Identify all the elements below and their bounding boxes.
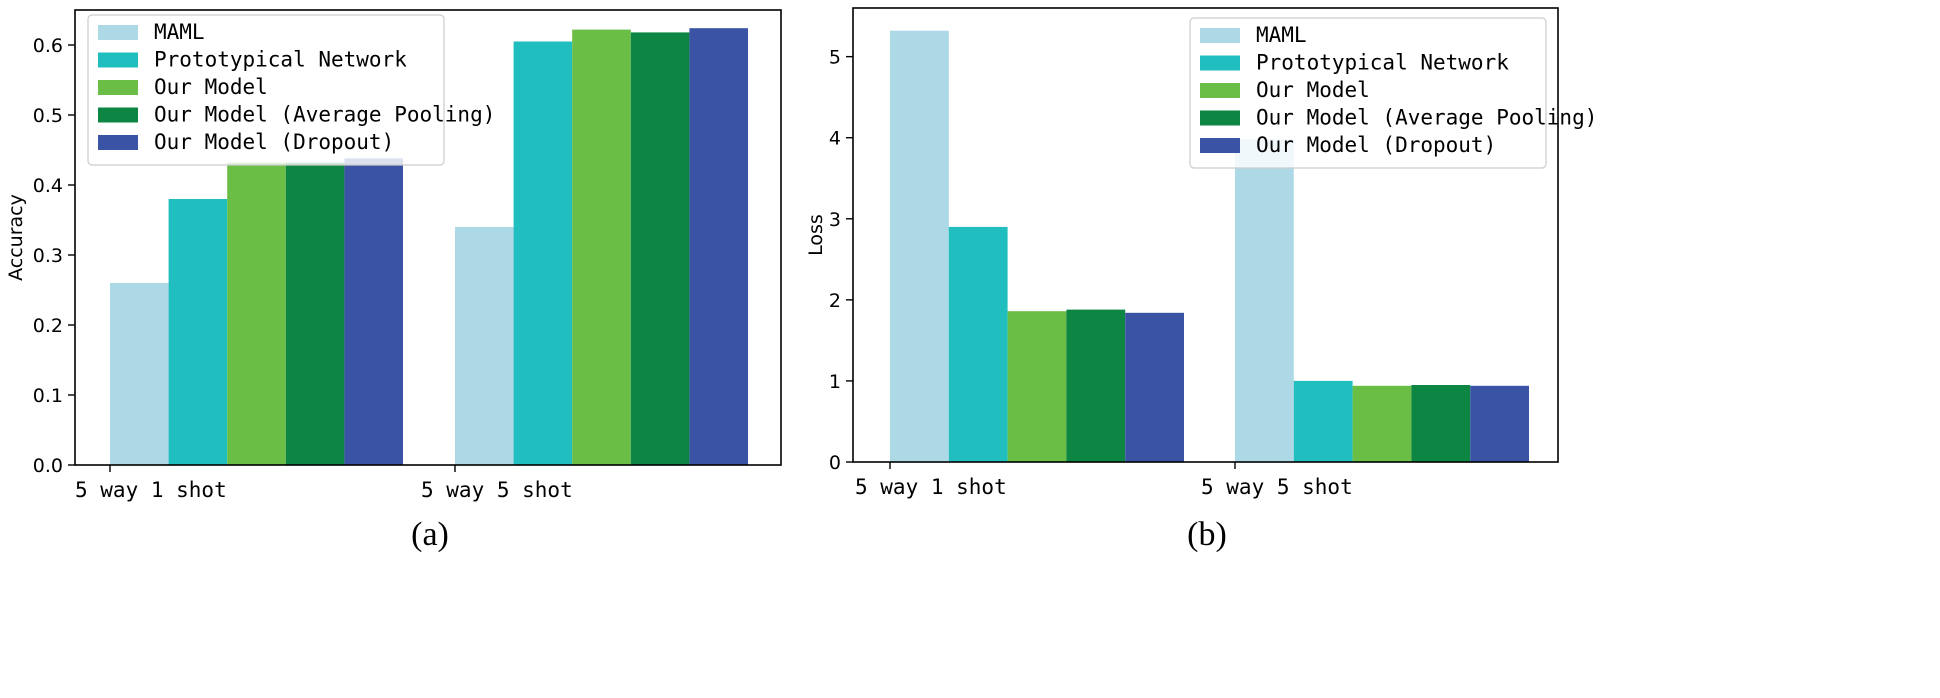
bars xyxy=(890,30,1529,463)
x-tick-label: 5 way 1 shot xyxy=(75,478,227,502)
legend-swatch xyxy=(1200,110,1240,126)
bar xyxy=(689,28,748,465)
bar xyxy=(1293,380,1353,462)
legend-swatch xyxy=(1200,138,1240,153)
legend-label: Our Model xyxy=(1256,78,1370,102)
y-axis-title: Accuracy xyxy=(5,194,27,281)
y-tick-label: 0.2 xyxy=(33,315,63,337)
chart-caption: (a) xyxy=(411,516,449,553)
bar xyxy=(344,158,403,465)
legend-label: Our Model (Average Pooling) xyxy=(1256,106,1597,130)
legend-swatch xyxy=(1200,55,1240,71)
legend: MAML Prototypical Network Our Model Our Mod… xyxy=(1189,17,1597,169)
legend-swatch xyxy=(1200,83,1240,98)
x-tick-label: 5 way 5 shot xyxy=(1201,475,1353,499)
legend-swatch xyxy=(98,25,138,40)
legend: MAML Prototypical Network Our Model Our Mod… xyxy=(87,14,495,166)
y-tick-label: 0.6 xyxy=(33,35,63,57)
plot-frame xyxy=(74,9,782,466)
x-axis: 5 way 1 shot 5 way 5 shot xyxy=(75,465,573,502)
y-tick-label: 4 xyxy=(829,128,841,150)
bar xyxy=(285,162,345,465)
legend-label: Our Model (Average Pooling) xyxy=(154,103,495,127)
legend-swatch xyxy=(98,80,138,95)
y-tick-label: 1 xyxy=(829,371,841,393)
x-tick-label: 5 way 5 shot xyxy=(421,478,573,502)
bar xyxy=(455,227,514,465)
legend-label: Our Model (Dropout) xyxy=(154,130,394,154)
legend-label: MAML xyxy=(1256,23,1307,47)
chart-caption: (b) xyxy=(1187,516,1227,553)
y-tick-label: 0.1 xyxy=(33,385,63,407)
bars xyxy=(110,28,748,466)
x-tick-label: 5 way 1 shot xyxy=(855,475,1007,499)
legend-swatch xyxy=(98,135,138,150)
legend-box xyxy=(87,14,445,166)
bar xyxy=(948,226,1008,462)
bar xyxy=(1235,139,1294,463)
y-tick-label: 0.0 xyxy=(33,455,63,477)
y-tick-label: 2 xyxy=(829,290,841,312)
legend-swatch xyxy=(98,52,138,68)
y-tick-label: 0.3 xyxy=(33,245,63,267)
bar xyxy=(572,29,631,465)
legend-box xyxy=(1189,17,1547,169)
y-tick-label: 0.5 xyxy=(33,105,63,127)
chart-loss: 0 1 2 3 4 5 5 way 1 shot 5 way 5 shot Loss MAML Pr… xyxy=(805,7,1597,553)
chart-accuracy: 0.0 0.1 0.2 0.3 0.4 0.5 0.6 5 way 1 shot 5 way 5… xyxy=(5,9,782,553)
legend-label: MAML xyxy=(154,20,205,44)
bar xyxy=(890,30,949,462)
x-axis: 5 way 1 shot 5 way 5 shot xyxy=(855,462,1353,499)
legend-label: Our Model (Dropout) xyxy=(1256,133,1496,157)
y-tick-label: 0.4 xyxy=(33,175,63,197)
bar xyxy=(513,41,573,465)
y-tick-label: 5 xyxy=(829,47,841,69)
bar xyxy=(1352,385,1412,462)
bar xyxy=(1125,312,1184,462)
bar xyxy=(630,32,690,466)
y-tick-label: 0 xyxy=(829,452,841,474)
y-axis-title: Loss xyxy=(805,214,827,256)
legend-label: Prototypical Network xyxy=(1256,51,1509,75)
bar xyxy=(1470,385,1529,462)
y-axis: 0.0 0.1 0.2 0.3 0.4 0.5 0.6 xyxy=(33,35,75,477)
y-tick-label: 3 xyxy=(829,209,841,231)
legend-label: Prototypical Network xyxy=(154,48,407,72)
bar xyxy=(227,162,286,465)
bar xyxy=(1007,311,1067,462)
legend-swatch xyxy=(1200,28,1240,43)
bar xyxy=(1411,385,1471,462)
bar xyxy=(1066,309,1126,462)
bar xyxy=(110,283,169,465)
legend-swatch xyxy=(98,107,138,123)
bar xyxy=(168,199,228,465)
legend-label: Our Model xyxy=(154,75,268,99)
y-axis: 0 1 2 3 4 5 xyxy=(829,47,853,474)
plot-frame xyxy=(852,7,1559,463)
